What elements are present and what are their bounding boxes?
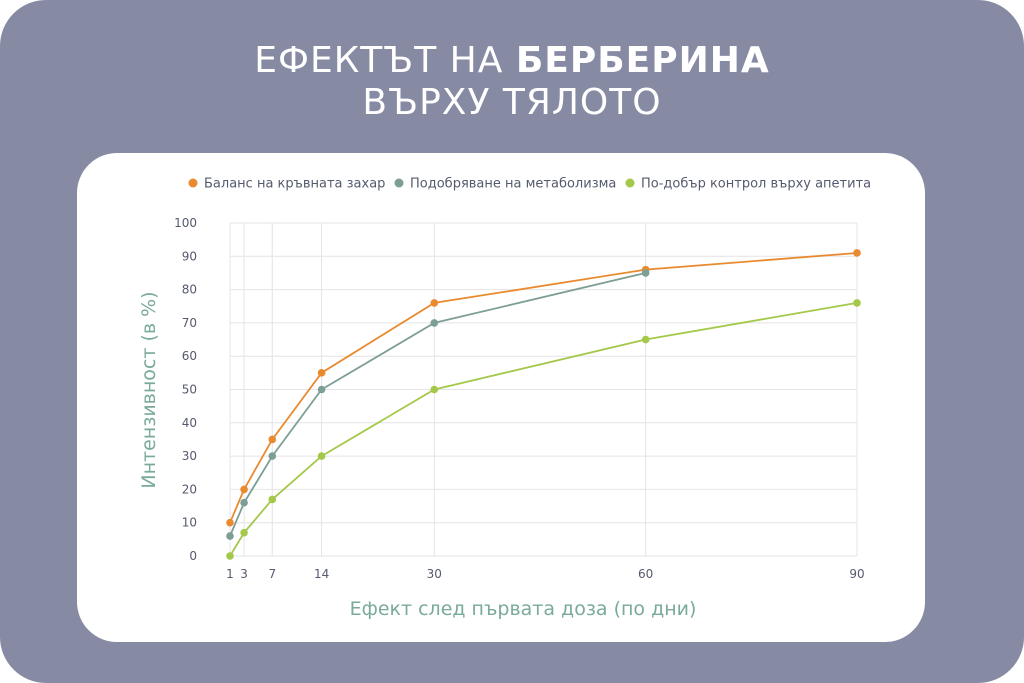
x-axis-label: Ефект след първата доза (по дни) — [350, 598, 697, 620]
data-point — [240, 528, 248, 537]
legend-item-2: Подобряване на метаболизма — [394, 177, 616, 192]
y-tick-label: 40 — [182, 416, 197, 430]
x-tick-label: 14 — [314, 567, 329, 581]
data-point — [226, 552, 234, 560]
data-point — [240, 498, 248, 507]
legend-item-1: Баланс на кръвната захар — [188, 177, 385, 192]
data-point — [268, 495, 277, 504]
series-3 — [226, 299, 861, 560]
legend-marker — [394, 178, 404, 188]
x-ticks: 1 3 7 14 30 60 90 — [226, 567, 864, 581]
data-point — [317, 385, 326, 394]
data-point — [430, 299, 439, 307]
x-tick-label: 1 — [226, 567, 234, 581]
title-line-2: ВЪРХУ ТЯЛОТО — [362, 82, 662, 123]
y-ticks: 0 10 20 30 40 50 60 70 80 90 100 — [174, 216, 197, 563]
x-tick-label: 3 — [240, 567, 248, 581]
data-point — [641, 335, 650, 344]
x-tick-label: 30 — [427, 567, 442, 581]
series-group — [226, 249, 861, 560]
x-tick-label: 7 — [268, 567, 276, 581]
title-regular: ЕФЕКТЪТ НА — [254, 40, 504, 81]
page-title: ЕФЕКТЪТ НА БЕРБЕРИНА ВЪРХУ ТЯЛОТО — [0, 40, 1024, 124]
title-line-1: ЕФЕКТЪТ НА БЕРБЕРИНА — [0, 40, 1024, 82]
data-point — [641, 269, 650, 277]
y-tick-label: 20 — [182, 482, 197, 496]
data-point — [240, 485, 248, 494]
line-chart: Баланс на кръвната захар Подобряване на м… — [138, 177, 871, 621]
chart-card: Баланс на кръвната захар Подобряване на м… — [77, 153, 925, 642]
y-tick-label: 50 — [182, 383, 197, 397]
data-point — [317, 452, 326, 460]
data-point — [268, 452, 277, 460]
legend-marker — [625, 178, 635, 188]
legend-label: Баланс на кръвната захар — [204, 177, 385, 192]
legend-label: По-добър контрол върху апетита — [641, 177, 871, 192]
y-tick-label: 90 — [182, 249, 197, 263]
legend: Баланс на кръвната захар Подобряване на м… — [188, 177, 871, 192]
data-point — [430, 385, 439, 394]
x-tick-label: 90 — [849, 567, 864, 581]
title-bold: БЕРБЕРИНА — [515, 40, 770, 81]
series-line — [229, 302, 858, 557]
data-point — [430, 319, 439, 327]
y-tick-label: 60 — [182, 349, 197, 363]
data-point — [317, 369, 326, 377]
legend-item-3: По-добър контрол върху апетита — [625, 177, 871, 192]
data-point — [226, 518, 234, 527]
y-tick-label: 80 — [182, 283, 197, 297]
data-point — [226, 532, 234, 540]
legend-marker — [188, 178, 198, 188]
y-tick-label: 0 — [189, 549, 197, 563]
y-axis-label: Интензивност (в %) — [138, 291, 160, 488]
legend-label: Подобряване на метаболизма — [410, 177, 616, 192]
y-tick-label: 30 — [182, 449, 197, 463]
data-point — [853, 249, 861, 257]
y-tick-label: 10 — [182, 516, 197, 530]
series-line — [229, 272, 646, 537]
x-tick-label: 60 — [638, 567, 653, 581]
series-2 — [226, 269, 650, 540]
data-point — [268, 435, 277, 444]
y-tick-label: 100 — [174, 216, 197, 230]
data-point — [853, 299, 861, 307]
y-tick-label: 70 — [182, 316, 197, 330]
